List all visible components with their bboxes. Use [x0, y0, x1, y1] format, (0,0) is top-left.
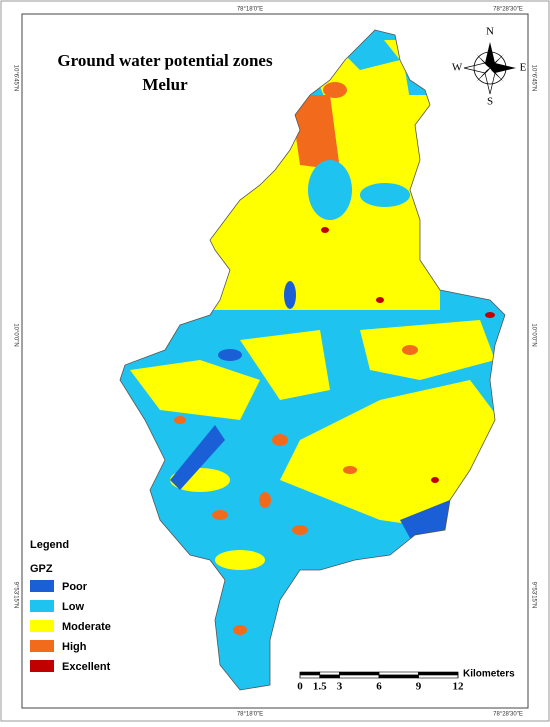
legend-label: Low	[62, 601, 84, 613]
coord-label: 78°18'0"E	[237, 712, 263, 718]
scale-tick-label: 1.5	[313, 681, 327, 693]
legend-swatch	[30, 660, 54, 672]
zone-high	[212, 510, 228, 520]
zone-high	[259, 492, 271, 508]
scale-tick-label: 0	[297, 681, 303, 693]
scale-segment	[319, 674, 340, 679]
zone-excellent	[376, 297, 384, 303]
zone-poor	[284, 281, 296, 309]
coord-label: 78°28'30"E	[493, 712, 523, 718]
legend-subtitle: GPZ	[30, 563, 53, 575]
scale-segment	[299, 671, 321, 676]
zone-high	[272, 434, 288, 446]
scale-tick-label: 9	[416, 681, 422, 693]
compass-north: N	[486, 26, 494, 38]
scale-segment	[418, 674, 459, 679]
scale-tick-label: 6	[376, 681, 382, 693]
scale-segment	[378, 674, 419, 679]
zone-high	[233, 625, 247, 635]
scale-unit: Kilometers	[463, 669, 515, 680]
zone-high	[292, 525, 308, 535]
compass-west: W	[452, 62, 463, 74]
scale-segment	[339, 671, 380, 676]
legend: Poor Low Moderate High Excellent	[30, 580, 111, 673]
zone-high	[323, 82, 347, 98]
zone-low	[360, 183, 410, 207]
zone-moderate	[280, 380, 500, 530]
zone-high	[174, 416, 186, 424]
legend-title: Legend	[30, 539, 69, 551]
zone-low	[308, 160, 352, 220]
coord-label: 9°53'15"N	[530, 582, 536, 609]
zone-poor	[170, 425, 225, 490]
scale-segment	[378, 671, 419, 676]
zone-high	[402, 345, 418, 355]
legend-label: High	[62, 641, 87, 653]
scale-segment	[418, 671, 459, 676]
legend-swatch	[30, 640, 54, 652]
coord-label: 10°6'45"N	[530, 65, 536, 92]
zone-moderate	[130, 360, 260, 420]
legend-label: Poor	[62, 581, 88, 593]
compass: N S E W	[452, 26, 527, 108]
zone-high	[343, 466, 357, 474]
zone-excellent	[431, 477, 439, 483]
legend-swatch	[30, 620, 54, 632]
coord-label: 10°0'0"N	[12, 323, 18, 346]
coord-label: 9°53'15"N	[12, 582, 18, 609]
scale-tick-label: 12	[453, 681, 465, 693]
compass-south: S	[487, 96, 493, 108]
zone-excellent	[321, 227, 329, 233]
zone-moderate	[360, 320, 495, 380]
legend-swatch	[30, 600, 54, 612]
map-title: Melur	[142, 75, 188, 94]
scale-tick-label: 3	[337, 681, 343, 693]
coord-label: 78°18'0"E	[237, 7, 263, 13]
scale-segment	[319, 671, 340, 676]
legend-label: Excellent	[62, 661, 111, 673]
legend-swatch	[30, 580, 54, 592]
coord-label: 10°0'0"N	[530, 323, 536, 346]
map-title: Ground water potential zones	[57, 51, 273, 70]
legend-label: Moderate	[62, 621, 111, 633]
zone-poor	[400, 500, 450, 538]
zone-moderate	[240, 330, 330, 400]
zone-high	[290, 95, 340, 170]
coord-label: 78°28'30"E	[493, 7, 523, 13]
scale-segment	[299, 674, 321, 679]
scale-segment	[339, 674, 380, 679]
zone-excellent	[485, 312, 495, 318]
coord-label: 10°6'45"N	[12, 65, 18, 92]
zone-moderate	[215, 550, 265, 570]
compass-east: E	[520, 62, 527, 74]
zone-poor	[218, 349, 242, 361]
